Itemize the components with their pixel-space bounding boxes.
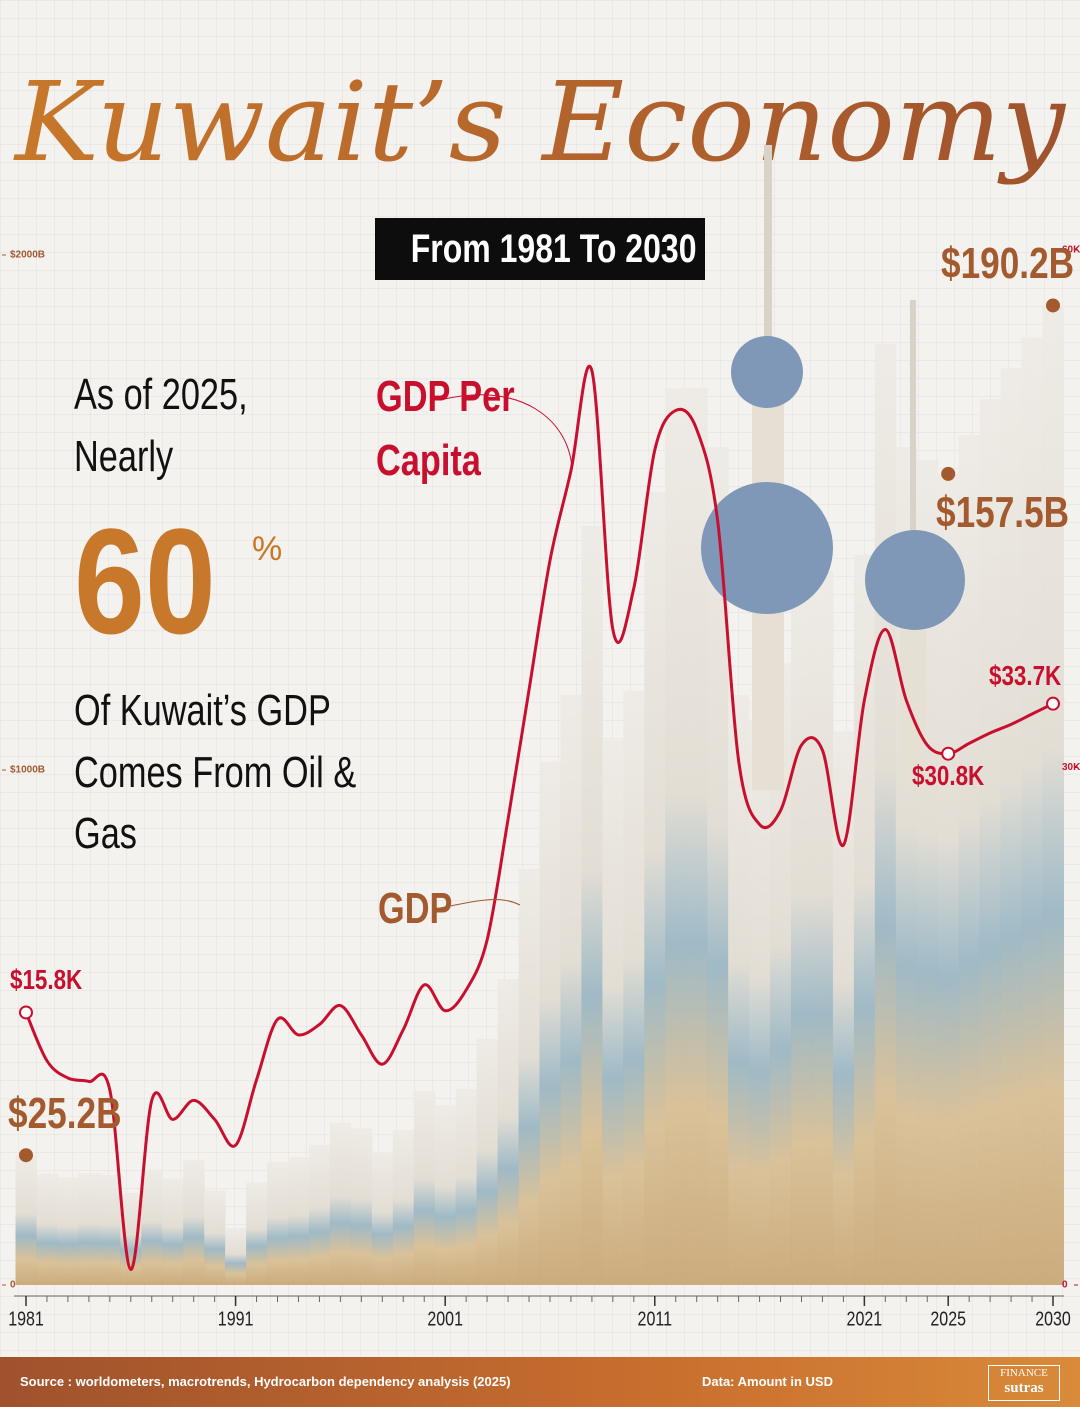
x-tick-label: 2030	[1035, 1308, 1071, 1330]
gdp-step	[476, 1038, 499, 1285]
data-label: $25.2B	[8, 1089, 122, 1139]
towers	[701, 145, 965, 790]
chart-title: Kuwait’s Economy	[13, 58, 1067, 186]
footer: Source : worldometers, macrotrends, Hydr…	[0, 1357, 1080, 1407]
data-point	[941, 466, 956, 481]
gdp-step	[728, 694, 750, 1285]
data-point	[19, 1005, 33, 1020]
x-tick-label: 1991	[218, 1308, 254, 1330]
gdp-step	[1042, 305, 1064, 1286]
y-tick-label: 0	[10, 1280, 16, 1291]
series-label: GDP Per Capita	[376, 372, 515, 485]
gdp-step	[78, 1173, 100, 1285]
gdp-step	[246, 1182, 268, 1285]
gdp-step	[937, 473, 960, 1285]
gdp-step	[874, 343, 897, 1286]
y-tick-label: $2000B	[10, 250, 45, 261]
gdp-step	[267, 1161, 289, 1285]
gdp-step	[958, 435, 981, 1285]
annotation-figure: 60	[74, 497, 216, 665]
connector	[439, 898, 521, 909]
gdp-step	[665, 388, 687, 1285]
gdp-step	[371, 1151, 394, 1285]
subtitle-text: From 1981 To 2030	[410, 227, 697, 271]
data-point	[941, 746, 956, 761]
connector	[439, 394, 573, 471]
data-label: $190.2B	[941, 239, 1075, 289]
y2-tick-label: 0	[1062, 1280, 1068, 1291]
gdp-step	[287, 1157, 310, 1285]
gdp-step	[413, 1090, 436, 1285]
gdp-step	[707, 447, 729, 1286]
gdp-step	[581, 525, 603, 1285]
source: Source : worldometers, macrotrends, Hydr…	[20, 1374, 511, 1389]
y2-tick-label: 30K	[1062, 762, 1080, 773]
annotation-text: Of Kuwait’s GDP Comes From Oil & Gas	[74, 686, 357, 859]
gdp-step	[497, 979, 520, 1285]
gdp-step	[57, 1177, 79, 1285]
gdp-step	[329, 1122, 352, 1285]
subtitle: From 1981 To 2030	[375, 218, 705, 280]
gdp-step	[979, 399, 1002, 1285]
x-tick-label: 2001	[427, 1308, 463, 1330]
gdp-step	[623, 690, 645, 1285]
data-point	[19, 1148, 33, 1163]
logo-text: sutras	[1004, 1380, 1044, 1396]
data-label: $30.8K	[912, 759, 985, 791]
lines	[19, 298, 1060, 1271]
gdp-step	[36, 1173, 58, 1285]
gdp-step	[15, 1155, 37, 1285]
axes: 0 $1000B $2000B 0 30K 60K 1981 1991 2001 2011 2021…	[2, 245, 1080, 1330]
gdp-step	[560, 694, 582, 1285]
gdp-step	[1000, 368, 1023, 1285]
gdp-step	[518, 868, 540, 1285]
annotation-line: Nearly	[74, 432, 174, 481]
gdp-step	[791, 573, 813, 1285]
gdp-step	[644, 491, 666, 1285]
annotation-unit: %	[252, 530, 283, 568]
y2-tick-label: 60K	[1062, 245, 1080, 256]
gdp-step	[120, 1192, 142, 1285]
gdp-step	[455, 1088, 478, 1285]
gdp-step	[686, 387, 708, 1285]
data-label: $157.5B	[936, 487, 1070, 537]
gdp-step	[204, 1190, 226, 1285]
gdp-step	[539, 761, 561, 1285]
y-tick-label: $1000B	[10, 765, 45, 776]
per-capita-line	[24, 364, 1054, 1271]
data-label: $33.7K	[989, 659, 1062, 691]
gdp-step	[832, 731, 855, 1285]
gdp-step	[162, 1178, 184, 1285]
data-label: $15.8K	[10, 964, 83, 996]
gdp-step	[141, 1169, 163, 1285]
annotation-line: As of 2025,	[74, 370, 248, 419]
gdp-step	[392, 1129, 415, 1285]
gdp-step	[602, 739, 624, 1285]
logo-text: FINANCE	[1000, 1367, 1048, 1379]
gdp-step	[183, 1159, 205, 1285]
series-label: GDP	[378, 884, 453, 933]
note: Data: Amount in USD	[702, 1374, 833, 1389]
gdp-step	[225, 1228, 247, 1285]
data-point	[1046, 298, 1060, 313]
gdp-step	[1021, 337, 1044, 1285]
data-point	[1046, 696, 1060, 711]
x-tick-label: 1981	[8, 1308, 44, 1330]
x-tick-label: 2021	[847, 1308, 883, 1330]
x-tick-label: 2025	[930, 1308, 966, 1330]
logo: FINANCE sutras	[988, 1365, 1060, 1401]
gdp-step	[811, 570, 834, 1285]
gdp-step	[434, 1105, 457, 1285]
gdp-step	[749, 721, 771, 1285]
gdp-step	[350, 1128, 373, 1285]
gdp-step	[99, 1174, 121, 1285]
gdp-step	[308, 1144, 331, 1285]
x-tick-label: 2011	[638, 1308, 672, 1330]
